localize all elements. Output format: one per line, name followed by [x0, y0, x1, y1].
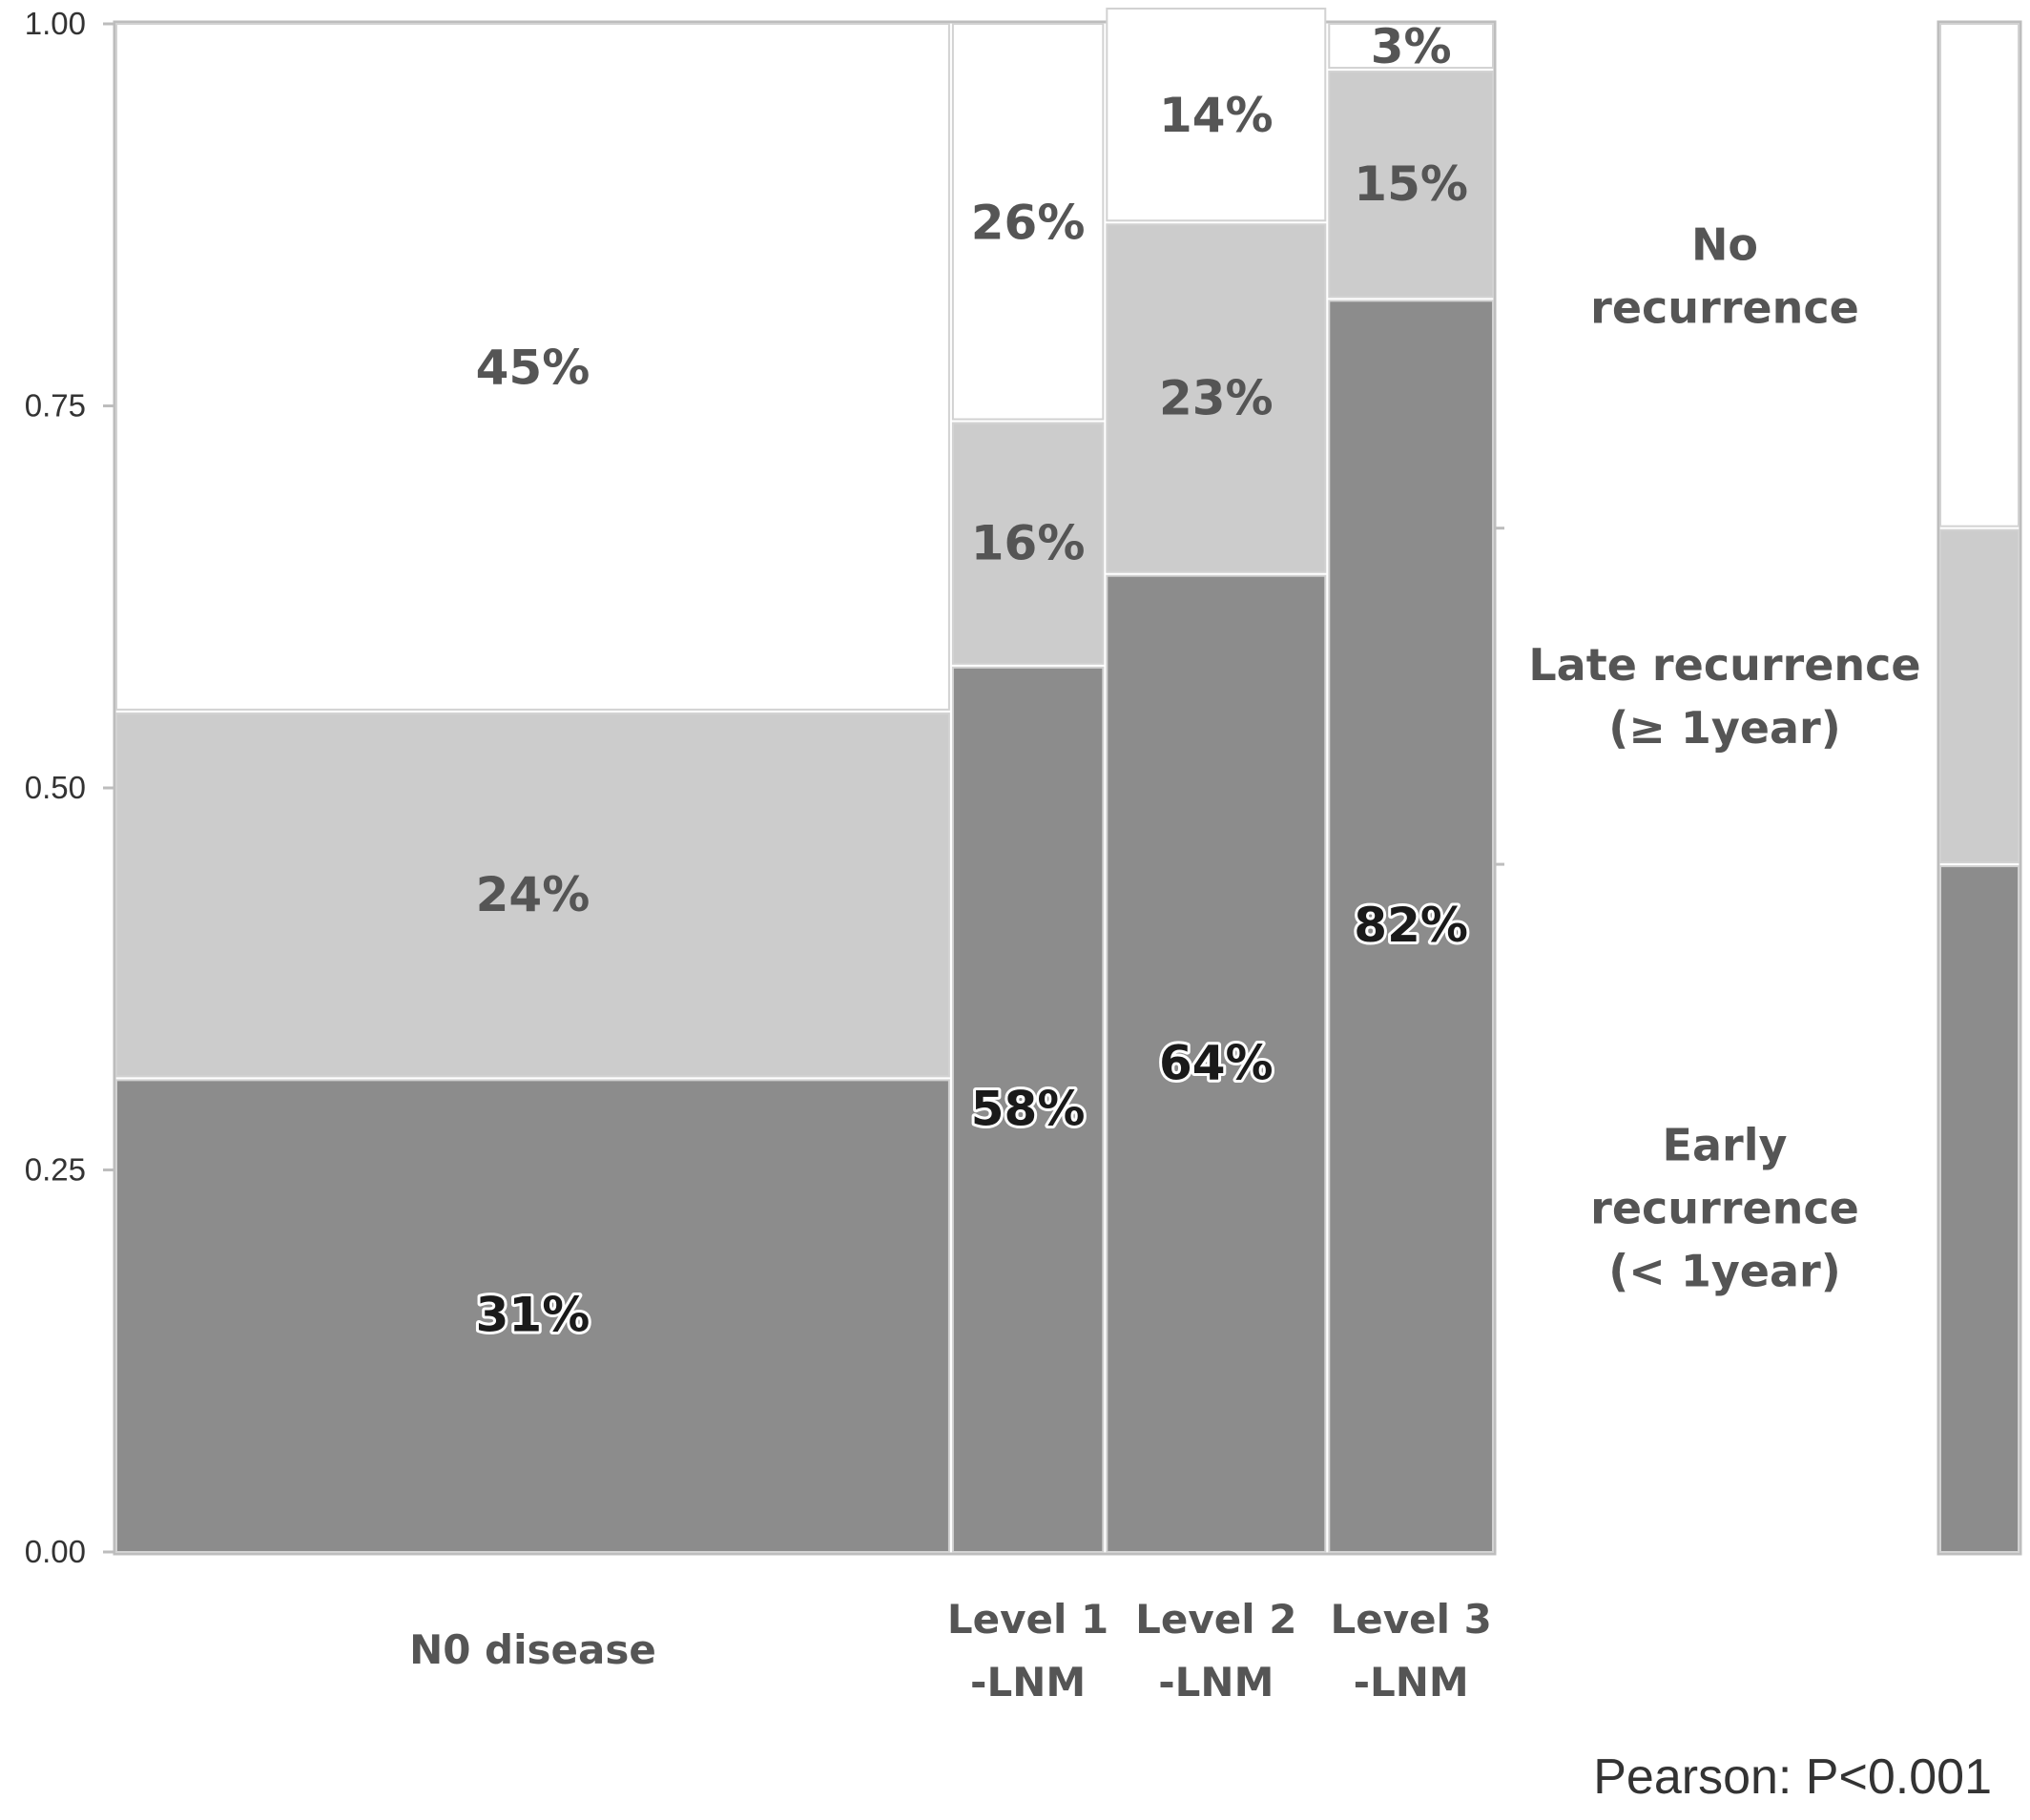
mosaic-cell [1328, 71, 1495, 299]
legend-label: Late recurrence [1528, 639, 1920, 691]
mosaic-cell [951, 23, 1105, 421]
segment-label: 15% [1354, 156, 1468, 212]
x-category-label: -LNM [970, 1659, 1086, 1706]
y-tick-label: 0.25 [25, 1152, 86, 1188]
segment-label: 24% [476, 867, 590, 922]
mosaic-cell [1106, 574, 1327, 1553]
x-category-label: N0 disease [409, 1626, 656, 1673]
overall-bar-segment [1939, 865, 2020, 1553]
mosaic-cell [115, 23, 950, 711]
x-category-label: Level 2 [1135, 1596, 1296, 1643]
segment-label: 82% [1354, 898, 1468, 953]
segment-labels: 31% 24% 45% 58% 16% 26% 64% 23% 14% 82% 15% 3% [473, 19, 1471, 1346]
mosaic-cell [951, 422, 1105, 665]
legend-label: recurrence [1590, 281, 1859, 333]
mosaic-cell [1106, 7, 1327, 222]
mosaic-cell [115, 712, 950, 1078]
segment-label: 64% [1159, 1035, 1274, 1090]
overall-bar-segment [1939, 23, 2020, 527]
segment-label: 58% [971, 1081, 1086, 1136]
y-tick-label: 0.75 [25, 388, 86, 424]
y-tick-label: 0.50 [25, 770, 86, 805]
mosaic-cell [115, 1079, 950, 1553]
mosaic-cell [1328, 300, 1495, 1553]
segment-label: 14% [1159, 88, 1274, 143]
y-tick-label: 1.00 [25, 6, 86, 41]
legend-label: No [1691, 218, 1758, 270]
x-axis-categories: N0 disease Level 1 -LNM Level 2 -LNM Level 3 -… [409, 1596, 1492, 1706]
y-axis: 0.00 0.25 0.50 0.75 1.00 [25, 6, 1504, 1569]
legend: Early recurrence (< 1year) Late recurrence (… [1528, 20, 2022, 1556]
overall-bar-segment [1939, 528, 2020, 864]
segment-label: 3% [1371, 19, 1452, 74]
segment-label: 45% [476, 340, 590, 395]
segment-label: 23% [1159, 370, 1274, 425]
legend-label: (≥ 1year) [1608, 702, 1841, 754]
pearson-annotation: Pearson: P<0.001 [1593, 1749, 1992, 1805]
mosaic-cell [1328, 23, 1495, 70]
plot-area [113, 7, 1497, 1556]
segment-label: 31% [476, 1288, 590, 1343]
x-category-label: Level 1 [947, 1596, 1108, 1643]
mosaic-cell [951, 666, 1105, 1553]
legend-label: (< 1year) [1608, 1246, 1841, 1297]
x-category-label: Level 3 [1330, 1596, 1491, 1643]
y-tick-label: 0.00 [25, 1534, 86, 1569]
legend-label: Early [1663, 1120, 1788, 1171]
mosaic-cell [1106, 223, 1327, 573]
x-category-label: -LNM [1354, 1659, 1469, 1706]
x-category-label: -LNM [1158, 1659, 1274, 1706]
legend-label: recurrence [1590, 1183, 1859, 1234]
segment-label: 26% [971, 195, 1086, 250]
segment-label: 16% [971, 516, 1086, 571]
